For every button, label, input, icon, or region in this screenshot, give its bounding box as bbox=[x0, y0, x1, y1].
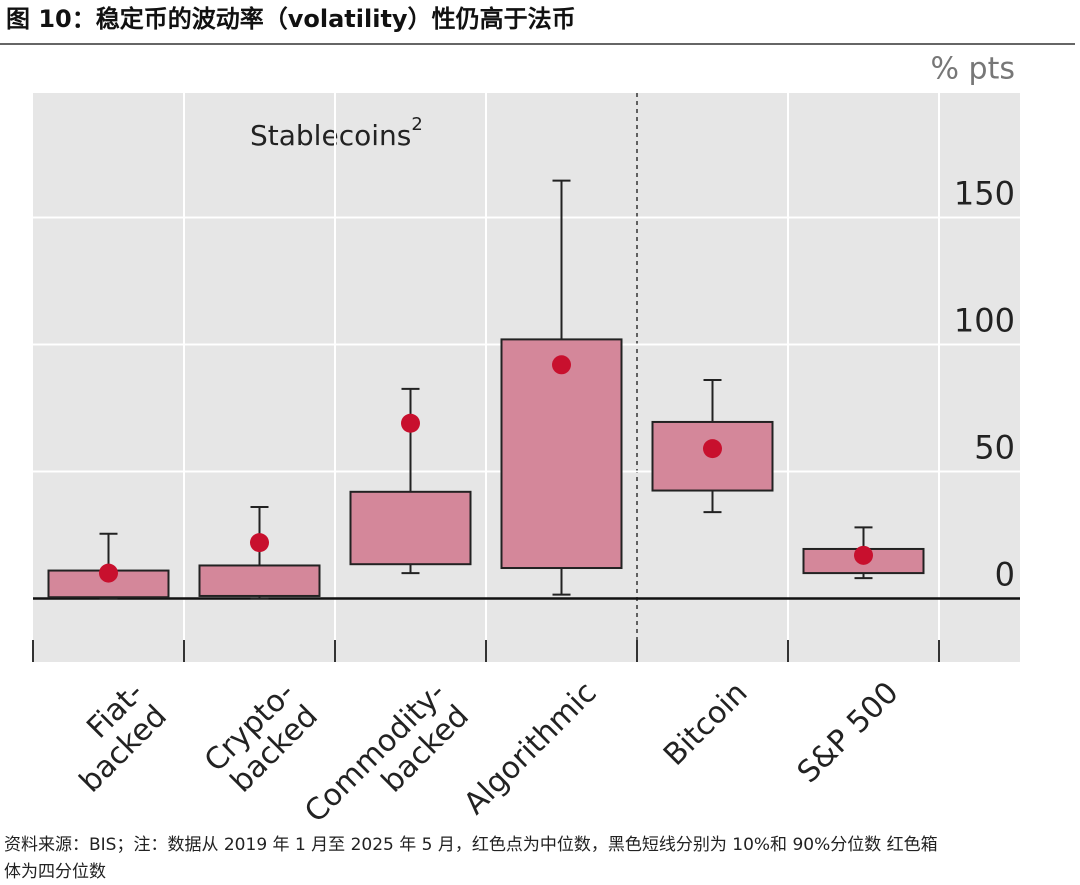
y-tick-label: 100 bbox=[954, 301, 1015, 339]
annotation: Stablecoins2 bbox=[250, 114, 423, 152]
x-tick-label: Commodity-backed bbox=[298, 675, 476, 853]
y-tick-label: 0 bbox=[995, 555, 1015, 593]
y-tick-label: 50 bbox=[974, 428, 1015, 466]
x-tick-label: S&P 500 bbox=[790, 675, 905, 790]
median-dot bbox=[854, 545, 873, 565]
note: 资料来源：BIS；注：数据从 2019 年 1 月至 2025 年 5 月，红色… bbox=[4, 835, 938, 855]
x-tick-label: Fiat-backed bbox=[49, 675, 173, 799]
x-tick-label-line: Algorithmic bbox=[457, 675, 603, 821]
median-dot bbox=[703, 439, 722, 459]
annotation-superscript: 2 bbox=[411, 114, 422, 135]
x-tick-label-line: S&P 500 bbox=[790, 675, 905, 790]
box bbox=[500, 338, 623, 570]
x-tick-label-line: Bitcoin bbox=[657, 675, 755, 773]
unit-label: % pts bbox=[931, 52, 1015, 87]
x-tick-label: Crypto-backed bbox=[198, 675, 325, 802]
y-tick-label: 150 bbox=[954, 174, 1015, 212]
box bbox=[349, 490, 472, 566]
annotation-text: Stablecoins bbox=[250, 119, 411, 152]
x-tick-label: Bitcoin bbox=[657, 675, 755, 773]
box bbox=[198, 564, 321, 597]
chart-title: 图 10：稳定币的波动率（volatility）性仍高于法币 bbox=[6, 5, 576, 33]
x-tick-label: Algorithmic bbox=[457, 675, 603, 821]
median-dot bbox=[401, 413, 420, 433]
median-dot bbox=[99, 563, 118, 583]
median-dot bbox=[552, 355, 571, 375]
note: 体为四分位数 bbox=[4, 862, 106, 882]
median-dot bbox=[250, 533, 269, 553]
